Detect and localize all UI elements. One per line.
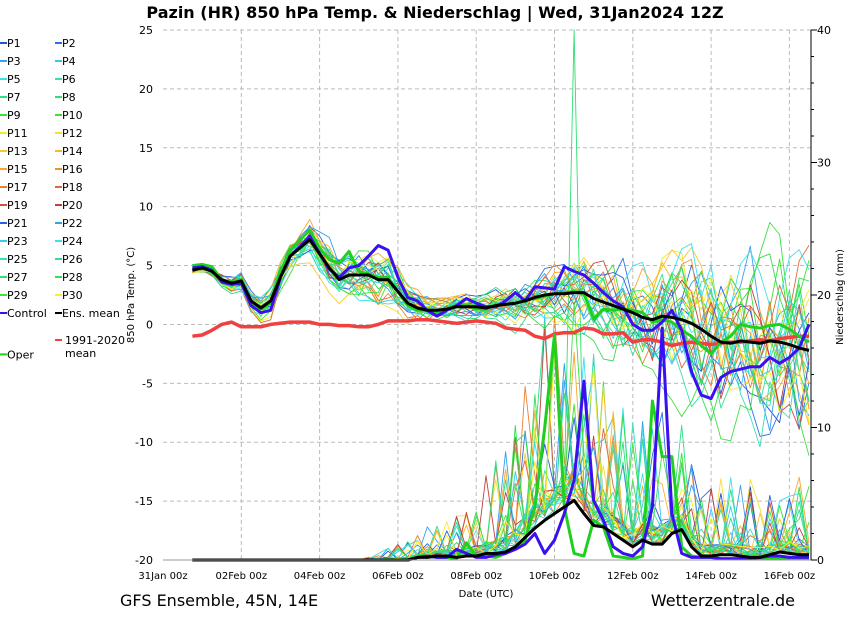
y-tick-label: -20 xyxy=(135,554,153,567)
y2-tick-label: 0 xyxy=(817,554,824,567)
member-temp-line xyxy=(192,235,810,422)
x-tick-label: 14Feb 00z xyxy=(685,571,737,582)
legend-label: P11 xyxy=(7,127,28,140)
legend-label: P12 xyxy=(62,127,83,140)
x-tick-label: 12Feb 00z xyxy=(607,571,659,582)
legend-label: Ens. mean xyxy=(62,307,120,320)
member-temp-line xyxy=(192,226,810,432)
footer-right: Wetterzentrale.de xyxy=(651,591,795,610)
legend-label: P5 xyxy=(7,73,21,86)
legend-label: P10 xyxy=(62,109,83,122)
legend-label: P4 xyxy=(62,55,76,68)
legend-label: P15 xyxy=(7,163,28,176)
chart-title: Pazin (HR) 850 hPa Temp. & Niederschlag … xyxy=(146,3,723,23)
x-tick-label: 08Feb 00z xyxy=(450,571,502,582)
legend-label: P2 xyxy=(62,37,76,50)
legend-label: P30 xyxy=(62,289,83,302)
legend-label: P9 xyxy=(7,109,21,122)
x-tick-label: 16Feb 00z xyxy=(764,571,816,582)
y-tick-label: 5 xyxy=(146,260,153,273)
legend-label: P19 xyxy=(7,199,28,212)
legend-label: P6 xyxy=(62,73,76,86)
y2-axis-label: Niederschlag (mm) xyxy=(835,249,846,345)
y-axis-label: 850 hPa Temp. (°C) xyxy=(126,247,137,343)
member-temp-line xyxy=(192,235,810,448)
legend-label: P3 xyxy=(7,55,21,68)
legend-label: P18 xyxy=(62,181,83,194)
legend-label: P24 xyxy=(62,235,83,248)
legend-label: P16 xyxy=(62,163,83,176)
y-tick-label: 15 xyxy=(139,142,153,155)
legend-label: P17 xyxy=(7,181,28,194)
y-tick-label: 10 xyxy=(139,201,153,214)
x-tick-label: 10Feb 00z xyxy=(529,571,581,582)
y2-tick-label: 30 xyxy=(817,157,831,170)
x-tick-label: 02Feb 00z xyxy=(216,571,268,582)
member-temp-line xyxy=(192,238,810,402)
legend-label: P14 xyxy=(62,145,83,158)
y-tick-label: 20 xyxy=(139,83,153,96)
legend-label: P23 xyxy=(7,235,28,248)
legend-label-cont: mean xyxy=(65,347,96,360)
axes: -20 -15 -10 -5 0 5 10 15 20 25 31Jan 00z 02Feb 00z 0… xyxy=(135,24,831,582)
legend-label: Control xyxy=(7,307,47,320)
y-tick-label: -10 xyxy=(135,436,153,449)
member-temp-line xyxy=(192,246,810,423)
member-precip-line xyxy=(192,392,810,561)
legend-label: P25 xyxy=(7,253,28,266)
x-tick-label: 06Feb 00z xyxy=(372,571,424,582)
legend-label: P20 xyxy=(62,199,83,212)
series-temp-ens-mean xyxy=(192,238,810,352)
y2-tick-label: 20 xyxy=(817,289,831,302)
grid xyxy=(163,29,811,560)
legend-label: Oper xyxy=(7,348,34,361)
legend: P1 P2 P3 P4 P5 P6 P7 P8 P9 P10 P11 P12 P13 P14 P15 P16 P… xyxy=(0,37,125,361)
legend-label: P7 xyxy=(7,91,21,104)
member-temp-line xyxy=(192,240,810,391)
y2-tick-label: 10 xyxy=(817,422,831,435)
legend-label: P27 xyxy=(7,271,28,284)
y-tick-label: -15 xyxy=(135,495,153,508)
series-temp-1991-2020-mean xyxy=(192,317,809,348)
footer-left: GFS Ensemble, 45N, 14E xyxy=(120,591,318,610)
member-lines xyxy=(192,29,810,561)
member-precip-line xyxy=(192,394,810,561)
legend-label: P22 xyxy=(62,217,83,230)
y2-tick-label: 40 xyxy=(817,24,831,37)
legend-label: P26 xyxy=(62,253,83,266)
legend-label: P1 xyxy=(7,37,21,50)
legend-label: P8 xyxy=(62,91,76,104)
x-tick-label: 31Jan 00z xyxy=(138,571,187,582)
y-tick-label: 0 xyxy=(146,318,153,331)
y-tick-label: -5 xyxy=(142,377,153,390)
x-axis-label: Date (UTC) xyxy=(459,589,514,600)
legend-label: P21 xyxy=(7,217,28,230)
legend-label: P13 xyxy=(7,145,28,158)
legend-label: P29 xyxy=(7,289,28,302)
legend-label: P28 xyxy=(62,271,83,284)
y-tick-label: 25 xyxy=(139,24,153,37)
legend-label: 1991-2020 xyxy=(65,334,125,347)
x-tick-label: 04Feb 00z xyxy=(294,571,346,582)
